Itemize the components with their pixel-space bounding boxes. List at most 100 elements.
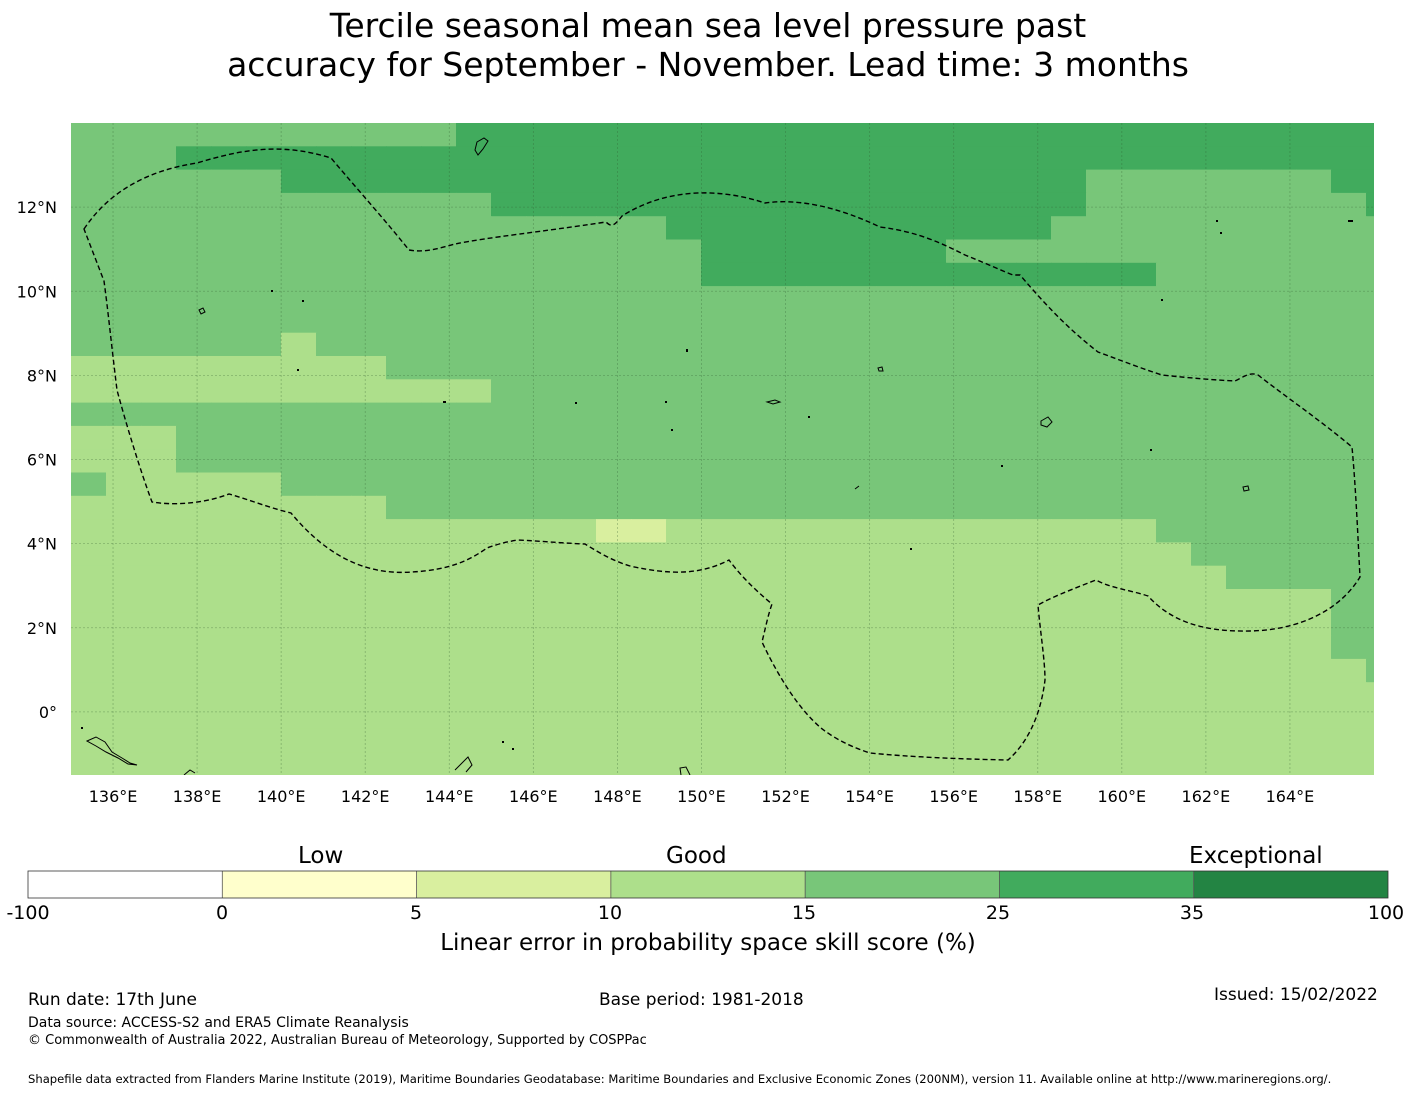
grid-cell	[946, 402, 982, 427]
grid-cell	[1296, 542, 1332, 567]
grid-cell	[71, 635, 107, 660]
grid-cell	[1121, 262, 1157, 287]
grid-cell	[1156, 146, 1192, 171]
grid-cell	[491, 309, 527, 334]
grid-cell	[841, 612, 877, 637]
grid-cell	[631, 705, 667, 730]
grid-cell	[1191, 612, 1227, 637]
grid-cell	[386, 542, 422, 567]
grid-cell	[71, 658, 107, 683]
grid-cell	[561, 449, 597, 474]
grid-cell	[946, 752, 982, 775]
grid-cell	[421, 728, 457, 753]
grid-cell	[386, 216, 422, 241]
grid-cell	[771, 356, 807, 380]
grid-cell	[1331, 472, 1367, 497]
grid-cell	[526, 169, 562, 194]
grid-cell	[421, 705, 457, 730]
grid-cell	[141, 262, 177, 287]
grid-cell	[911, 169, 947, 194]
grid-cell	[946, 286, 982, 310]
grid-cell	[1016, 402, 1052, 427]
grid-cell	[1331, 658, 1367, 683]
grid-cell	[876, 192, 912, 217]
grid-cell	[806, 728, 842, 753]
grid-cell	[1191, 216, 1227, 241]
grid-cell	[526, 123, 562, 147]
grid-cell	[1401, 496, 1416, 520]
grid-cell	[1401, 309, 1416, 333]
grid-cell	[456, 425, 492, 450]
grid-cell	[666, 262, 702, 287]
grid-cell	[806, 682, 842, 707]
grid-cell	[1261, 565, 1297, 590]
grid-cell	[1331, 635, 1367, 660]
grid-cell	[211, 425, 247, 450]
grid-cell	[106, 565, 142, 590]
grid-cell	[1016, 542, 1052, 567]
grid-cell	[666, 239, 702, 264]
grid-cell	[1121, 239, 1157, 264]
grid-cell	[1331, 123, 1367, 147]
grid-cell	[666, 472, 702, 497]
lat-tick-label: 6°N	[27, 451, 57, 470]
grid-cell	[1296, 123, 1332, 147]
grid-cell	[596, 472, 632, 497]
grid-cell	[876, 682, 912, 707]
grid-cell	[876, 635, 912, 660]
grid-cell	[316, 169, 352, 194]
grid-cell	[806, 705, 842, 730]
grid-cell	[1051, 589, 1087, 613]
grid-cell	[1226, 216, 1262, 241]
grid-cell	[71, 123, 107, 147]
grid-cell	[351, 472, 387, 497]
grid-cell	[701, 356, 737, 380]
grid-cell	[526, 356, 562, 380]
grid-cell	[911, 216, 947, 241]
grid-cell	[701, 286, 737, 310]
longitude-tick-labels: 136°E 138°E 140°E 142°E 144°E 146°E 148°E 150°E…	[89, 787, 1315, 806]
grid-cell	[911, 309, 947, 334]
grid-cell	[1261, 635, 1297, 660]
grid-cell	[1016, 519, 1052, 543]
grid-cell	[1051, 356, 1087, 380]
grid-cell	[316, 123, 352, 147]
grid-cell	[1401, 356, 1416, 380]
grid-cell	[316, 356, 352, 380]
grid-cell	[281, 169, 317, 194]
grid-cell	[666, 542, 702, 567]
grid-cell	[351, 425, 387, 450]
grid-cell	[631, 146, 667, 171]
grid-cell	[841, 728, 877, 753]
grid-cell	[631, 216, 667, 241]
grid-cell	[841, 519, 877, 543]
grid-cell	[806, 519, 842, 543]
grid-cell	[876, 146, 912, 171]
grid-cell	[1016, 705, 1052, 730]
grid-cell	[631, 542, 667, 567]
grid-cell	[701, 332, 737, 357]
grid-cell	[596, 705, 632, 730]
grid-cell	[596, 519, 632, 543]
grid-cell	[1366, 146, 1374, 171]
colorbar-bound-label: 100	[1367, 902, 1405, 924]
lat-tick-label: 8°N	[27, 366, 57, 385]
grid-cell	[1331, 216, 1367, 241]
grid-cell	[1296, 332, 1332, 357]
grid-cell	[246, 658, 282, 683]
grid-cell	[246, 728, 282, 753]
grid-cell	[1191, 356, 1227, 380]
grid-cell	[876, 542, 912, 567]
grid-cell	[736, 752, 772, 775]
grid-cell	[526, 472, 562, 497]
grid-cell	[386, 379, 422, 404]
grid-cell	[246, 123, 282, 147]
grid-cell	[456, 262, 492, 287]
title-line-2: accuracy for September - November. Lead …	[227, 45, 1189, 84]
grid-cell	[386, 286, 422, 310]
grid-cell	[806, 309, 842, 334]
grid-cell	[701, 589, 737, 613]
grid-cell	[701, 705, 737, 730]
grid-cell	[946, 658, 982, 683]
colorbar-bound-label: 0	[215, 902, 229, 924]
